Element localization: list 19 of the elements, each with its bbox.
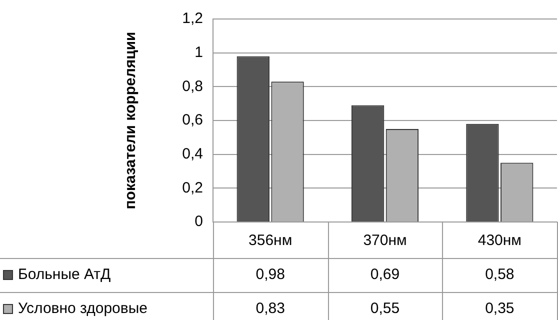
y-axis-title: показатели корреляции [122,32,140,210]
data-label: 0,58 [485,266,514,284]
data-label: 0,35 [485,300,514,318]
data-label: 0,69 [370,266,400,284]
legend-label: Больные АтД [18,266,111,284]
data-label: 0,55 [370,300,400,318]
legend-label: Условно здоровые [18,300,148,318]
y-tick-label: 0,2 [182,179,203,196]
y-tick-label: 0,6 [182,112,203,129]
y-tick-label: 1 [194,44,203,61]
x-tick-label: 356нм [248,232,292,250]
y-tick-label: 0 [194,213,203,230]
y-tick-label: 0,8 [182,78,203,95]
x-tick-label: 430нм [478,232,522,250]
x-tick-label: 370нм [363,232,407,250]
data-label: 0,83 [256,300,285,318]
y-tick-label: 1,2 [182,10,203,28]
y-tick-label: 0,4 [182,145,203,162]
data-label: 0,98 [256,266,285,284]
